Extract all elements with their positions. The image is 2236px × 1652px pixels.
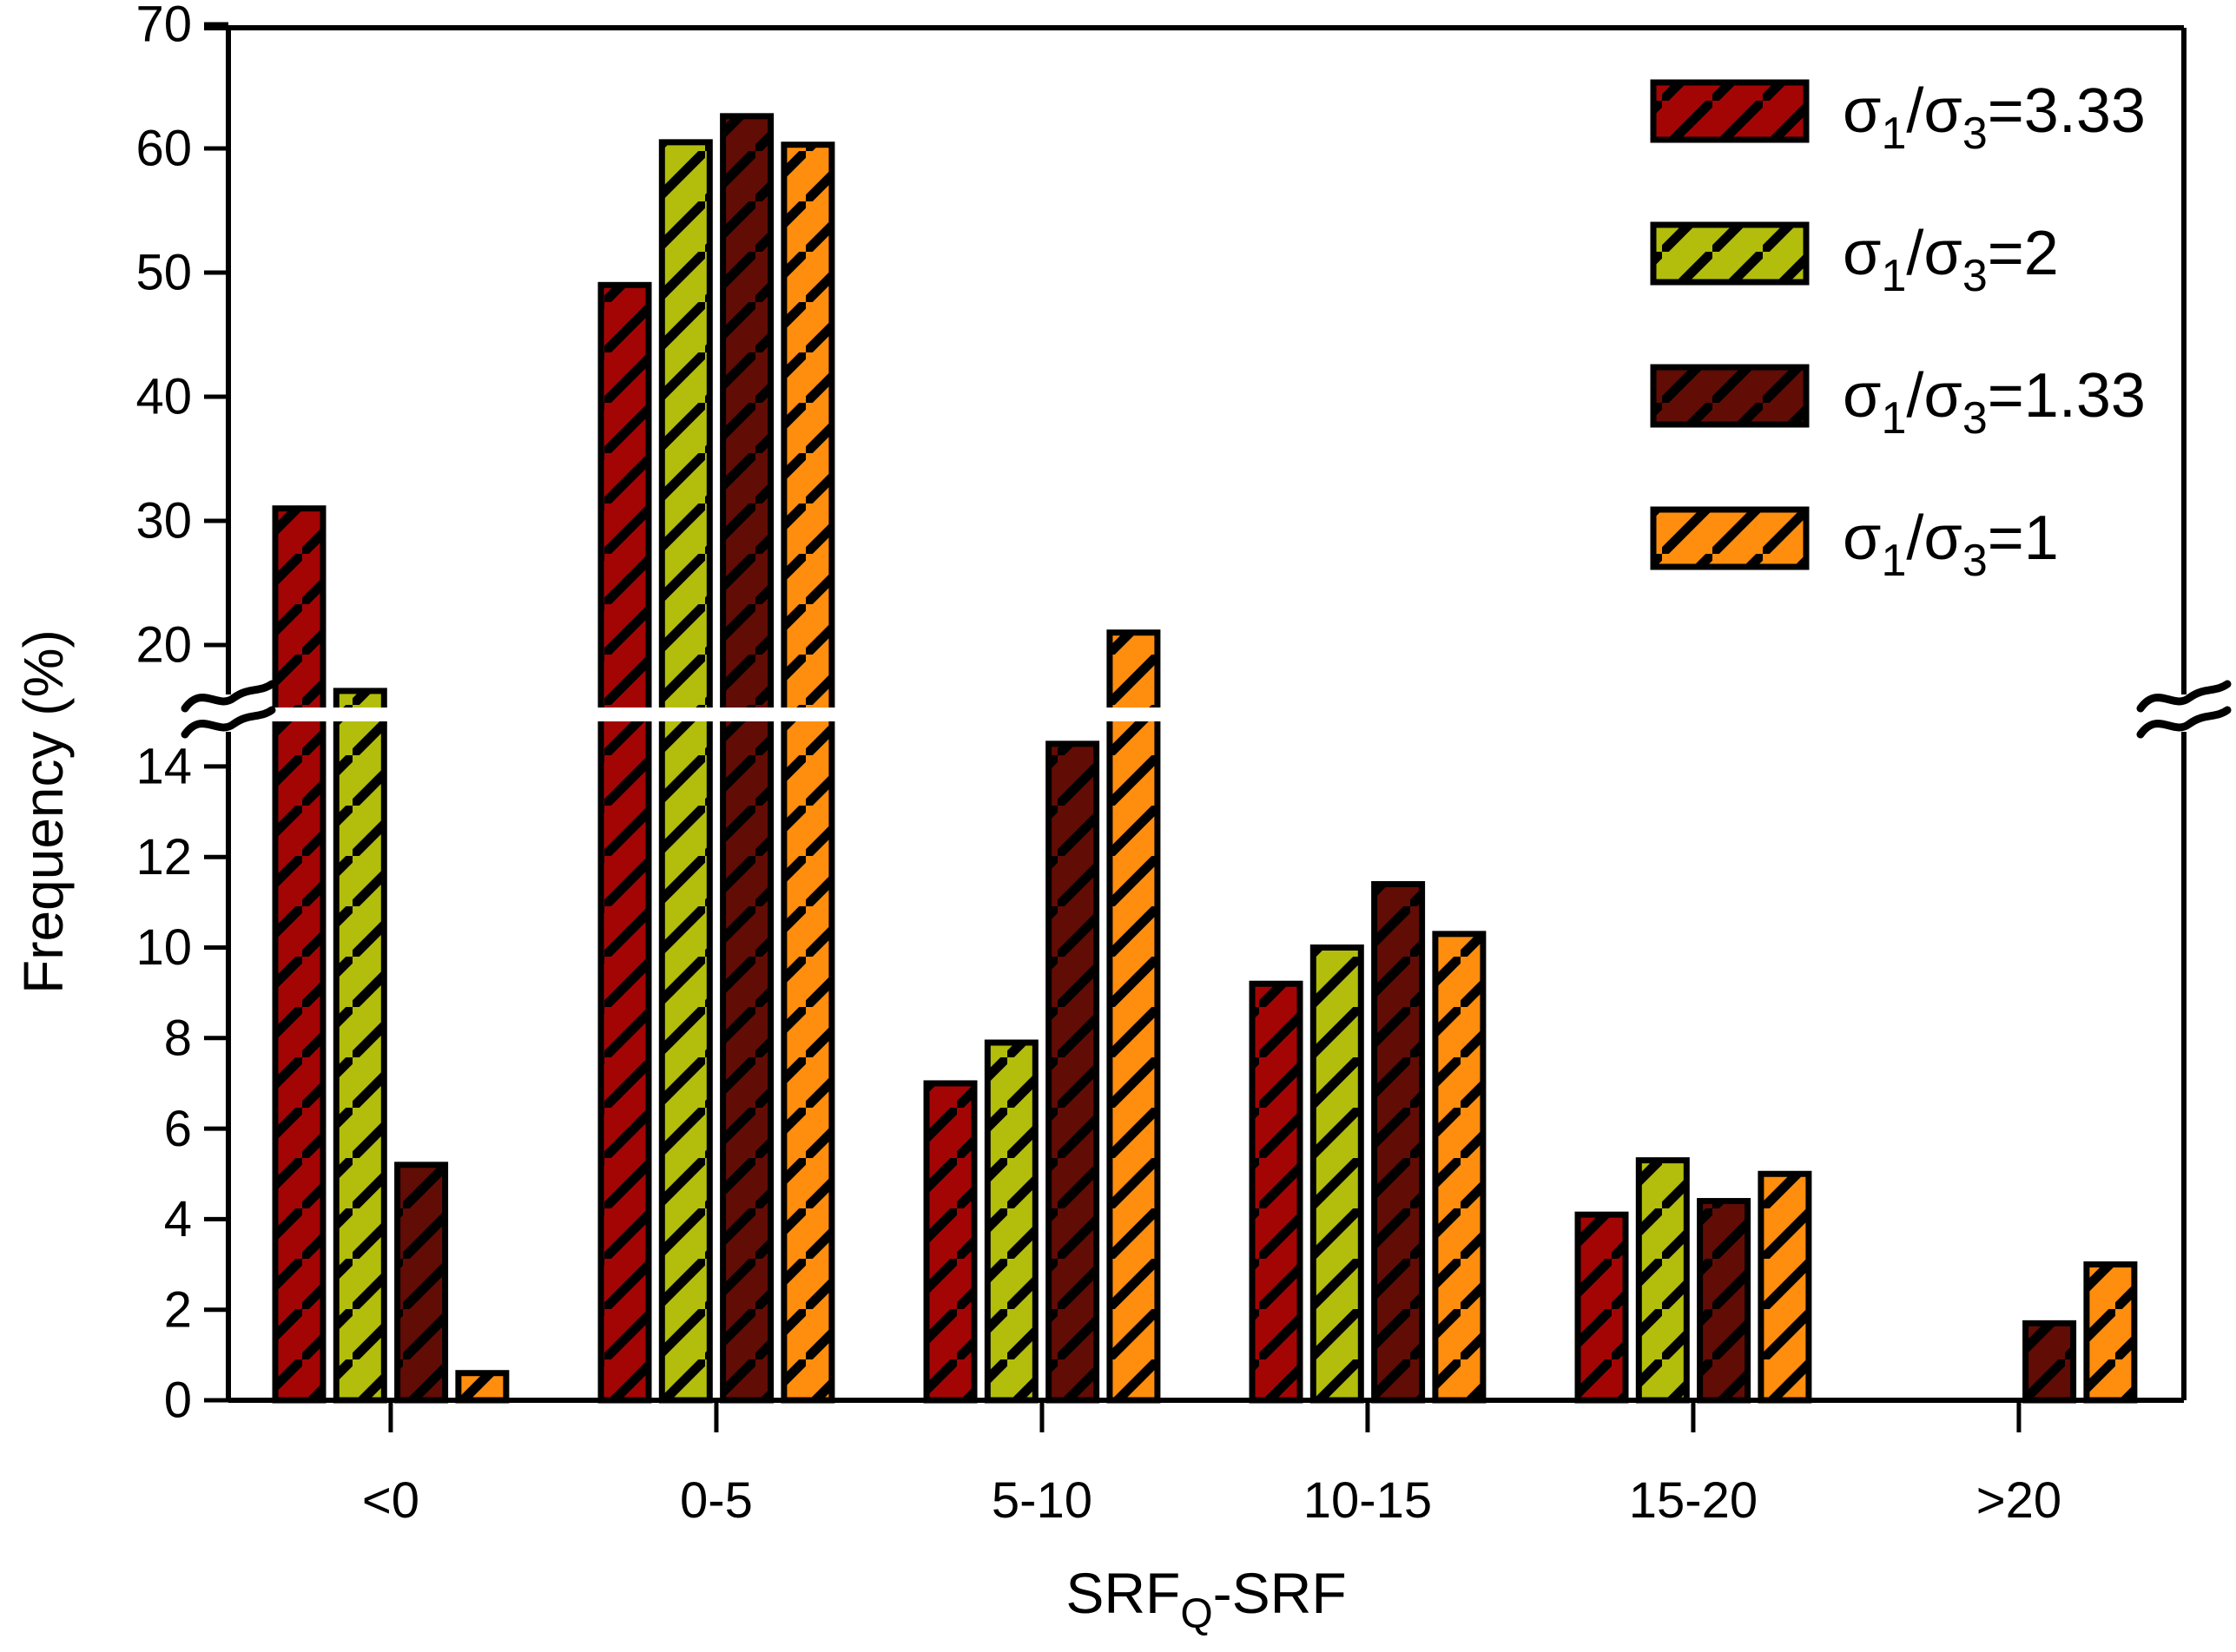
- y-axis-lower-tick-8-label: 8: [164, 1010, 192, 1067]
- axis-break-mark-right-top: [2136, 680, 2232, 713]
- bar-series3-5-10: [1045, 740, 1100, 1404]
- x-axis-category-label-15-20: 15-20: [1629, 1472, 1758, 1529]
- legend-label-4-part: /σ: [1906, 503, 1962, 573]
- y-axis-lower-tick-4-label: 4: [164, 1191, 192, 1247]
- y-axis-lower-tick-2-label: 2: [164, 1281, 192, 1338]
- legend-label-4-part: σ: [1843, 503, 1881, 573]
- bar-series4->20: [2083, 1261, 2138, 1404]
- y-axis-lower-tick-6-label: 6: [164, 1101, 192, 1157]
- legend-label-2-part: 1: [1881, 251, 1906, 301]
- x-axis-title-part: SRF: [1065, 1561, 1180, 1625]
- bar-series2-5-10: [984, 1039, 1039, 1404]
- legend-label-3-part: 1: [1881, 393, 1906, 444]
- x-axis-title-part: -SRF: [1213, 1561, 1347, 1625]
- legend-label-2-part: /σ: [1906, 219, 1962, 288]
- legend-label-1: σ1/σ3=3.33: [1843, 76, 2146, 159]
- x-axis-category-label-<0: <0: [362, 1472, 419, 1529]
- bar-series3-15-20: [1697, 1198, 1751, 1404]
- legend-label-3-part: =1.33: [1988, 361, 2146, 431]
- bar-series1-15-20: [1574, 1211, 1629, 1404]
- x-axis-category-label-5-10: 5-10: [992, 1472, 1092, 1529]
- legend-swatch-4: [1650, 506, 1810, 570]
- y-axis-upper-tick-20-label: 20: [135, 617, 192, 674]
- bar-series1-0-5: [597, 281, 652, 1404]
- bar-series2-<0: [333, 688, 387, 1404]
- legend-label-4: σ1/σ3=1: [1843, 503, 2059, 586]
- y-axis-title: Frequency (%): [12, 629, 75, 994]
- legend-label-2-part: 3: [1962, 251, 1988, 301]
- axis-break-mark-right-bottom: [2136, 706, 2232, 739]
- bar-series3->20: [2022, 1320, 2077, 1404]
- y-axis-upper-tick-60-label: 60: [135, 121, 192, 177]
- bar-series3-<0: [394, 1162, 449, 1404]
- x-axis-category-label-10-15: 10-15: [1303, 1472, 1432, 1529]
- axis-break-mark-left-top: [181, 680, 276, 713]
- bar-series4-10-15: [1432, 931, 1487, 1404]
- x-axis-title: SRFQ-SRF: [1065, 1561, 1346, 1637]
- x-axis-category-label->20: >20: [1976, 1472, 2061, 1529]
- legend-swatch-3: [1650, 364, 1810, 428]
- legend-swatch-1: [1650, 79, 1810, 143]
- bar-series4-5-10: [1106, 629, 1161, 1404]
- legend-label-4-part: 1: [1881, 536, 1906, 586]
- legend-label-1-part: 1: [1881, 109, 1906, 159]
- bar-series3-0-5: [720, 113, 775, 1404]
- legend-label-3-part: /σ: [1906, 361, 1962, 431]
- legend-label-1-part: σ: [1843, 76, 1881, 146]
- bar-series2-15-20: [1635, 1157, 1690, 1404]
- legend-swatch-2: [1650, 221, 1810, 286]
- x-axis-category-label-0-5: 0-5: [680, 1472, 753, 1529]
- bar-series2-10-15: [1309, 944, 1364, 1404]
- legend-label-3: σ1/σ3=1.33: [1843, 361, 2146, 444]
- bar-series1-5-10: [923, 1080, 978, 1404]
- y-axis-lower-tick-10-label: 10: [135, 919, 192, 976]
- legend-label-1-part: =3.33: [1988, 76, 2146, 146]
- legend-label-1-part: 3: [1962, 109, 1988, 159]
- bar-series3-10-15: [1371, 880, 1426, 1404]
- y-axis-upper-tick-70-label: 70: [135, 0, 192, 53]
- axis-break-mark-left-bottom: [181, 706, 276, 739]
- bars-group: [272, 113, 2138, 1404]
- axis-break-band: [232, 708, 2180, 721]
- legend-label-3-part: σ: [1843, 361, 1881, 431]
- legend-label-2-part: σ: [1843, 219, 1881, 288]
- y-axis-upper-tick-30-label: 30: [135, 493, 192, 550]
- y-axis-lower-tick-12-label: 12: [135, 829, 192, 885]
- x-axis-title-part: Q: [1180, 1591, 1212, 1637]
- y-axis-upper-tick-40-label: 40: [135, 369, 192, 425]
- bar-series1-<0: [272, 505, 326, 1404]
- bar-series1-10-15: [1249, 980, 1303, 1404]
- legend-label-1-part: /σ: [1906, 76, 1962, 146]
- y-axis-lower-tick-0-label: 0: [164, 1372, 192, 1429]
- bar-series4-15-20: [1758, 1170, 1812, 1404]
- bar-series4-<0: [455, 1370, 510, 1404]
- y-axis-upper-tick-50-label: 50: [135, 245, 192, 301]
- bar-series2-0-5: [658, 139, 713, 1404]
- bar-series4-0-5: [781, 142, 835, 1404]
- legend-label-4-part: =1: [1988, 503, 2059, 573]
- y-axis-lower-tick-14-label: 14: [135, 739, 192, 795]
- legend-label-2: σ1/σ3=2: [1843, 219, 2059, 301]
- legend-label-4-part: 3: [1962, 536, 1988, 586]
- legend-label-3-part: 3: [1962, 393, 1988, 444]
- legend-label-2-part: =2: [1988, 219, 2059, 288]
